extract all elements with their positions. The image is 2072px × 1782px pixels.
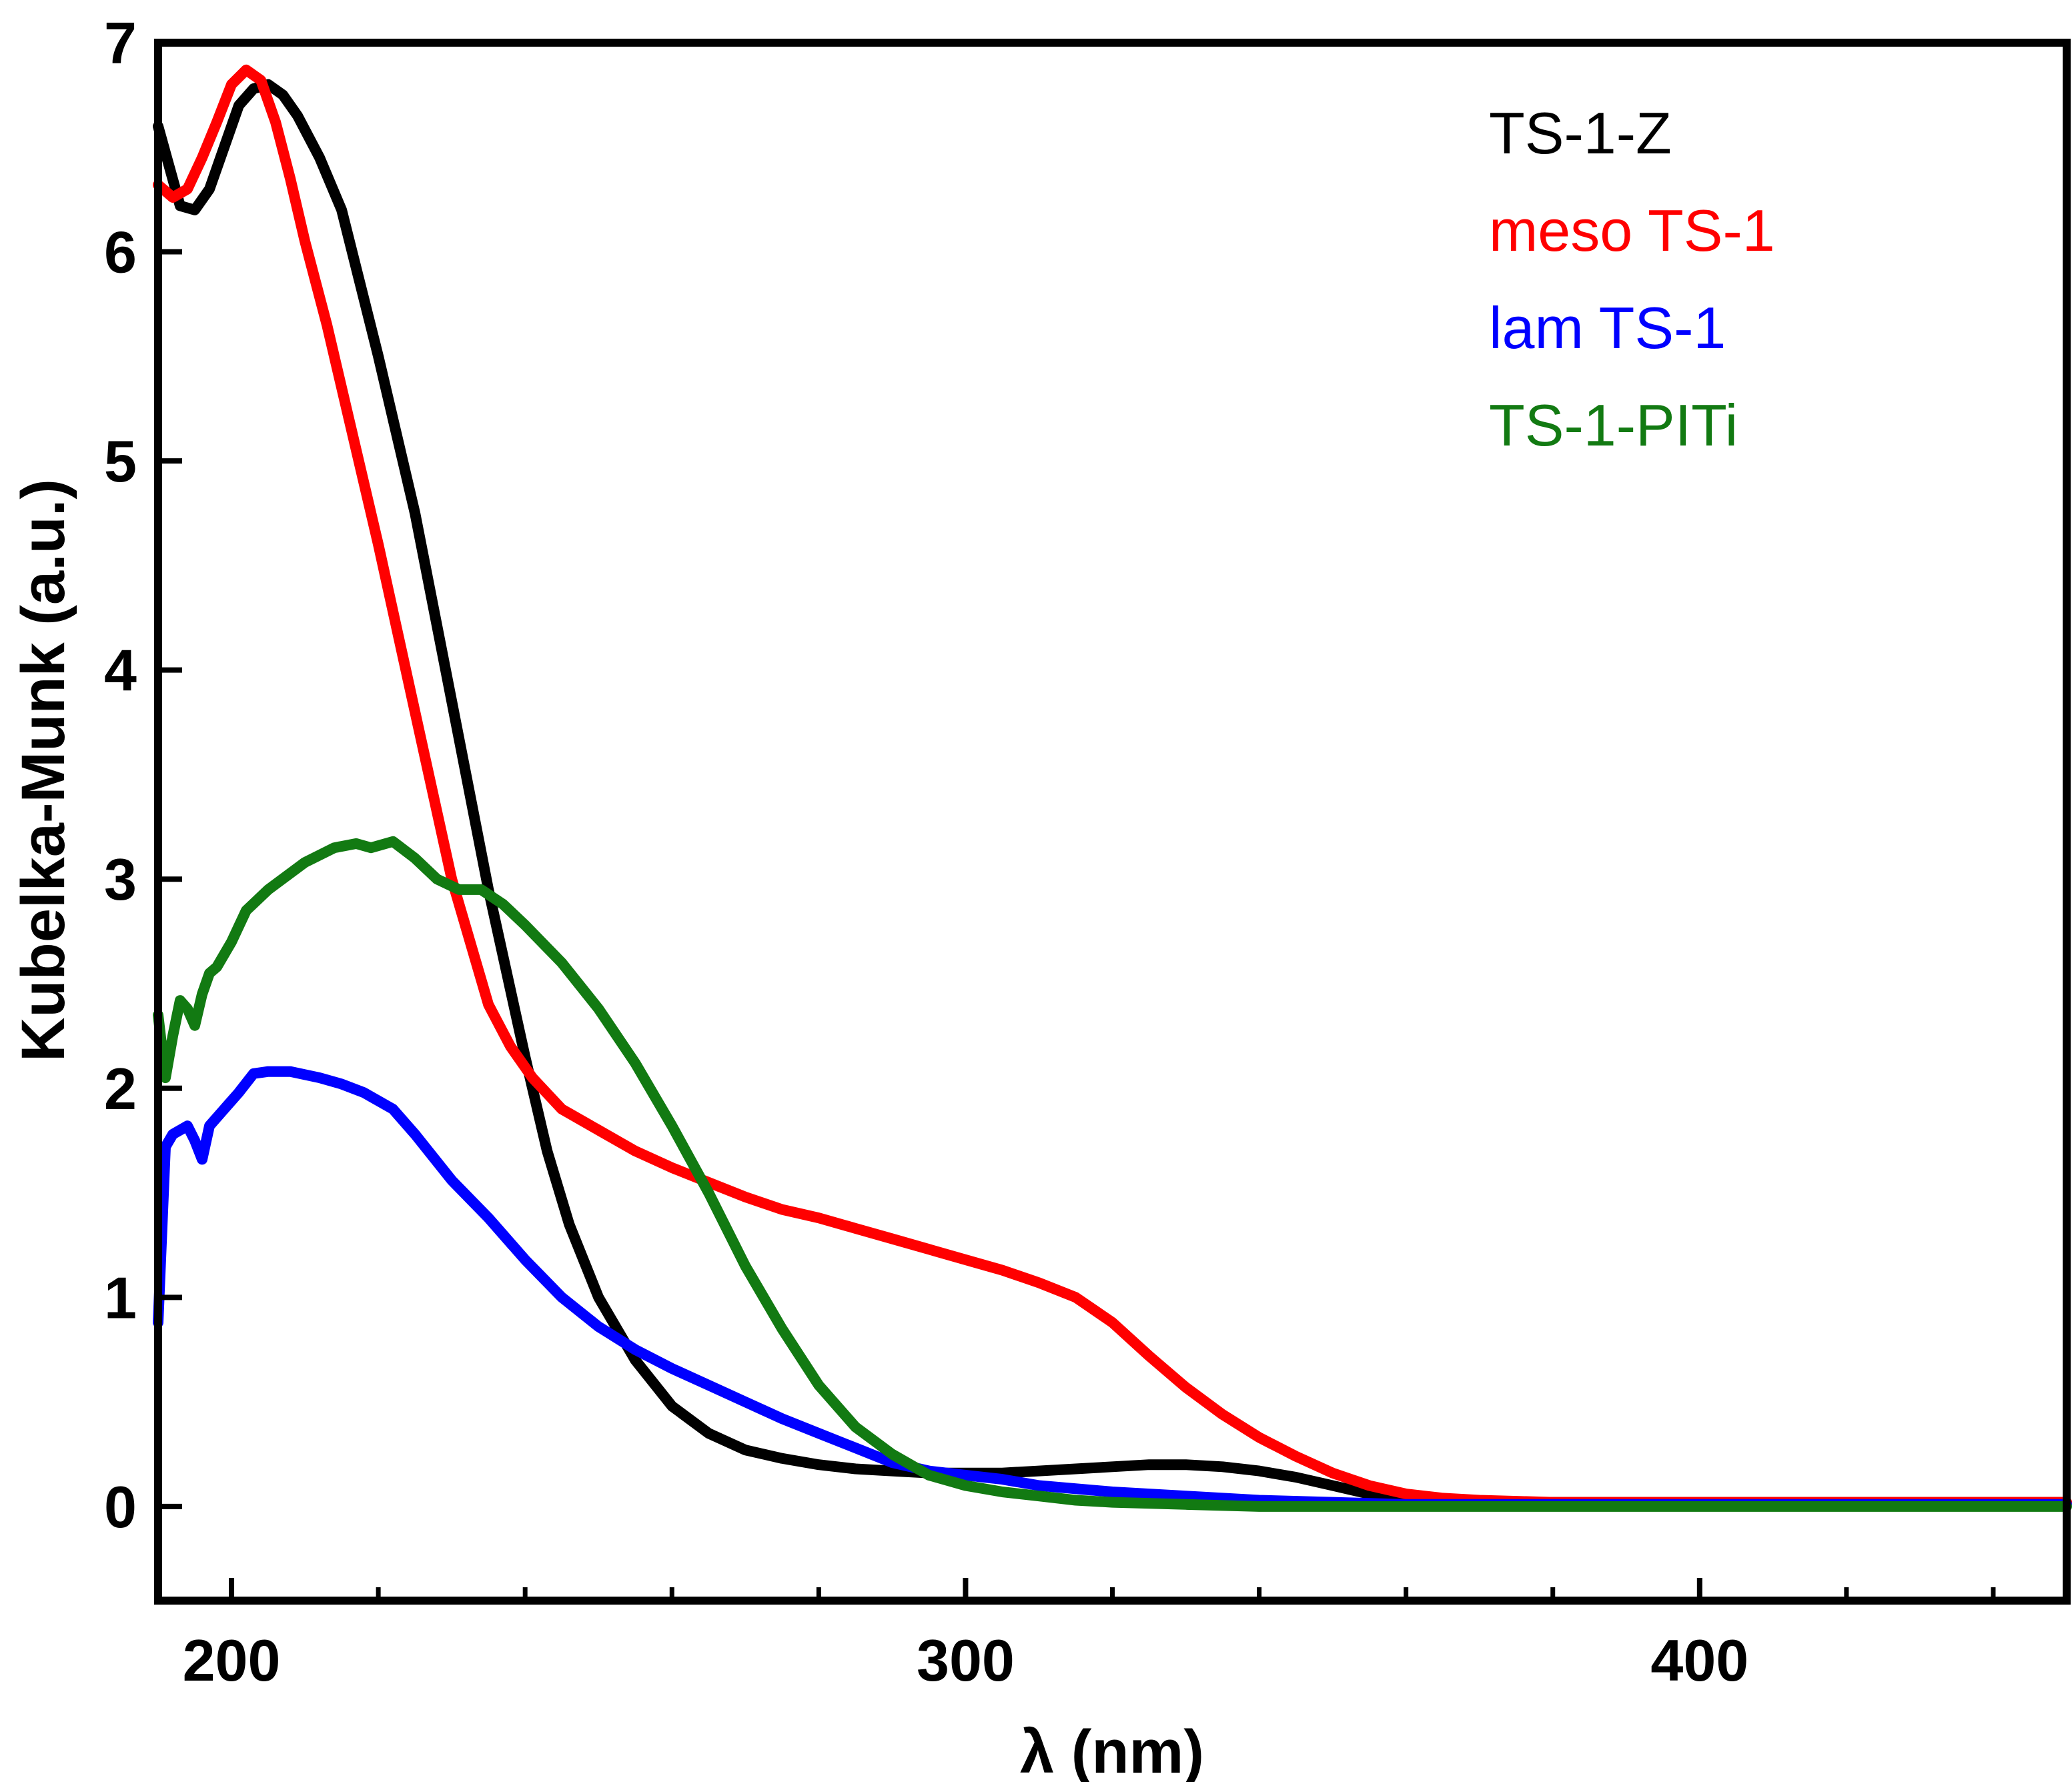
y-tick-label: 1 (104, 1264, 137, 1330)
legend-label-lam-ts-1: lam TS-1 (1489, 295, 1726, 361)
y-tick-label: 0 (104, 1474, 137, 1540)
legend-label-ts-1-z: TS-1-Z (1489, 100, 1672, 166)
series-line-ts-1-piti (153, 836, 2072, 1512)
legend: TS-1-Z meso TS-1 lam TS-1 TS-1-PITi (1489, 100, 1775, 458)
series-layer (153, 64, 2072, 1512)
y-tick-label: 4 (104, 638, 137, 704)
y-tick-label: 6 (104, 219, 137, 285)
y-tick-label: 3 (104, 846, 137, 912)
series-line-ts-1-z (153, 79, 2072, 1508)
y-tick-label: 7 (104, 10, 137, 76)
legend-label-meso-ts-1: meso TS-1 (1489, 197, 1775, 263)
series-line-meso-ts-1 (153, 64, 2072, 1508)
x-tick-label: 300 (917, 1627, 1015, 1693)
legend-label-ts-1-piti: TS-1-PITi (1489, 392, 1738, 458)
x-axis: 200 300 400 (183, 1578, 1996, 1693)
y-tick-label: 2 (104, 1056, 137, 1122)
x-axis-title: λ (nm) (1020, 1718, 1204, 1782)
x-tick-label: 400 (1650, 1627, 1748, 1693)
x-tick-label: 200 (183, 1627, 281, 1693)
y-tick-label: 5 (104, 428, 137, 494)
series-line-lam-ts-1 (153, 1066, 2072, 1510)
y-axis: 0 1 2 3 4 5 6 7 (104, 10, 182, 1540)
y-axis-title: Kubelka-Munk (a.u.) (9, 479, 77, 1062)
